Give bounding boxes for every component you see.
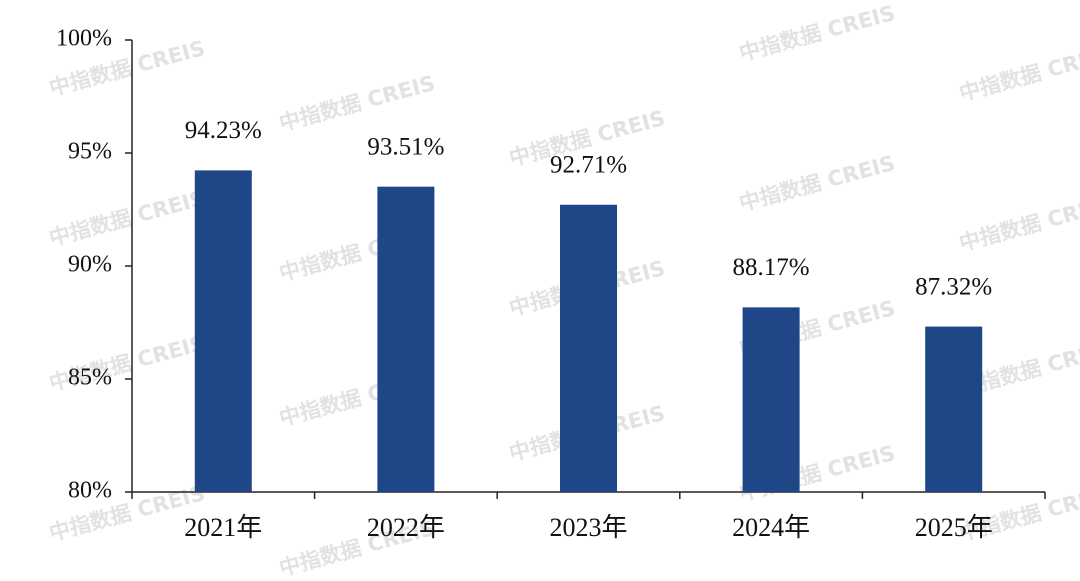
value-label: 87.32% (915, 273, 992, 300)
watermark: 中指数据 CREIS (737, 1, 898, 66)
y-tick-label: 95% (68, 139, 112, 165)
bar (560, 204, 617, 492)
x-tick-label: 2022年 (367, 513, 445, 542)
watermark: 中指数据 CREIS (957, 41, 1080, 106)
value-label: 92.71% (550, 151, 627, 178)
bar (377, 186, 435, 492)
bar (742, 307, 800, 492)
x-tick-label: 2023年 (549, 513, 627, 542)
watermark: 中指数据 CREIS (277, 71, 438, 136)
y-tick-label: 90% (68, 252, 112, 278)
x-tick-label: 2021年 (184, 513, 262, 542)
value-label: 88.17% (733, 254, 810, 281)
watermark: 中指数据 CREIS (737, 151, 898, 216)
y-tick-label: 85% (68, 365, 112, 391)
y-tick-label: 80% (68, 478, 112, 504)
bar (194, 170, 252, 493)
x-tick-label: 2025年 (915, 513, 993, 542)
value-label: 94.23% (185, 117, 262, 144)
value-label: 93.51% (367, 133, 444, 160)
watermark: 中指数据 CREIS (47, 186, 208, 251)
y-tick-label: 100% (56, 26, 112, 52)
bar (925, 326, 983, 492)
x-tick-label: 2024年 (732, 513, 810, 542)
watermark: 中指数据 CREIS (957, 191, 1080, 256)
